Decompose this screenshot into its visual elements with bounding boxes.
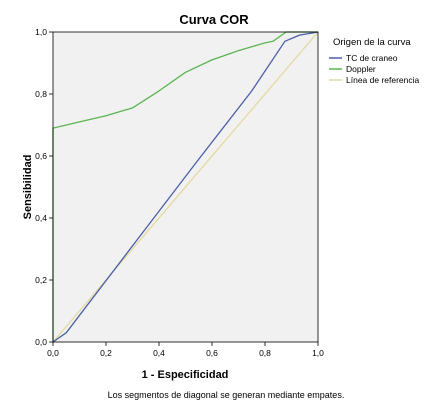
series-line-2	[52, 31, 319, 343]
y-tick-label: 0,6	[35, 151, 47, 161]
legend: Origen de la curva TC de craneoDopplerLí…	[329, 37, 420, 85]
x-axis-label: 1 - Especificidad	[142, 369, 229, 381]
y-tick-label: 0,0	[35, 337, 47, 347]
y-tick-label: 0,2	[35, 275, 47, 285]
x-tick-label: 0,6	[206, 348, 218, 358]
series-line-0	[52, 31, 319, 343]
legend-item-label: TC de craneo	[346, 53, 398, 63]
chart-title: Curva COR	[179, 12, 249, 27]
y-tick-label: 0,4	[35, 213, 47, 223]
x-tick-label: 0,4	[153, 348, 165, 358]
x-tick-label: 0,0	[47, 348, 59, 358]
y-tick-label: 0,8	[35, 89, 47, 99]
legend-title: Origen de la curva	[333, 37, 411, 48]
legend-item-label: Línea de referencia	[346, 75, 420, 85]
x-tick-label: 1,0	[312, 348, 324, 358]
series-line-1	[52, 31, 318, 342]
x-tick-label: 0,2	[100, 348, 112, 358]
x-tick-label: 0,8	[259, 348, 271, 358]
legend-item-label: Doppler	[346, 64, 376, 74]
y-tick-label: 1,0	[35, 27, 47, 37]
plot-frame	[52, 31, 319, 343]
chart-footnote: Los segmentos de diagonal se generan med…	[108, 390, 345, 400]
y-axis-label: Sensibilidad	[22, 155, 34, 220]
